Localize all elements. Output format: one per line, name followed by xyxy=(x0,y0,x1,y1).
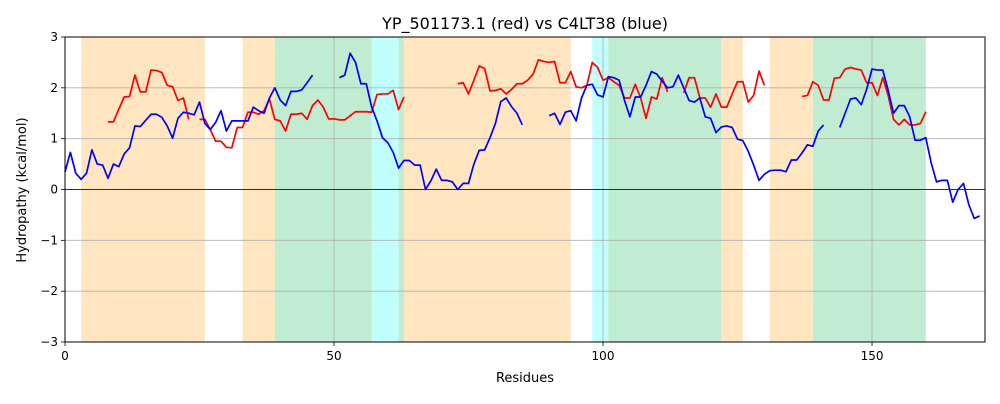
y-axis-label: Hydropathy (kcal/mol) xyxy=(15,117,30,262)
x-tick-label: 150 xyxy=(861,349,884,363)
series-line-red xyxy=(108,59,927,149)
series-line-blue xyxy=(64,52,980,220)
x-axis-ticks: 0 50 100 150 xyxy=(61,342,883,363)
x-axis-label: Residues xyxy=(496,371,554,386)
y-tick-label: −3 xyxy=(40,335,58,349)
y-tick-label: 2 xyxy=(50,81,58,95)
y-axis-ticks: −3 −2 −1 0 1 2 3 xyxy=(40,30,65,349)
y-tick-label: 1 xyxy=(50,132,58,146)
y-tick-label: −2 xyxy=(40,284,58,298)
x-tick-label: 100 xyxy=(592,349,615,363)
series-lines xyxy=(64,52,980,220)
chart-title: YP_501173.1 (red) vs C4LT38 (blue) xyxy=(381,14,668,34)
x-tick-label: 0 xyxy=(61,349,69,363)
y-tick-label: 3 xyxy=(50,30,58,44)
y-tick-label: −1 xyxy=(40,233,58,247)
y-tick-label: 0 xyxy=(50,183,58,197)
x-tick-label: 50 xyxy=(326,349,341,363)
